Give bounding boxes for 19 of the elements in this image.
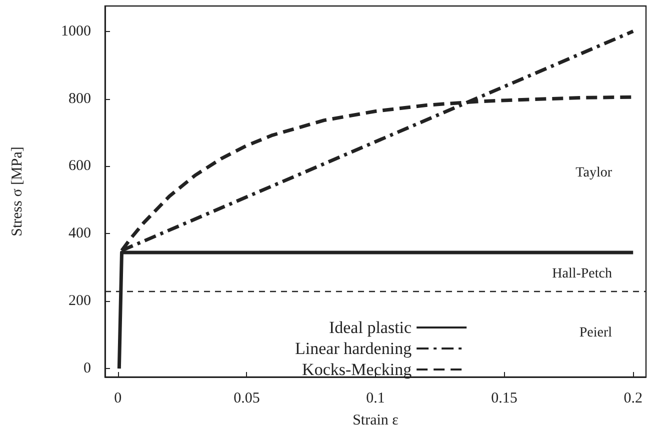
- y-tick-label: 400: [68, 226, 91, 242]
- x-tick-label: 0.1: [366, 390, 385, 406]
- x-tick-label: 0.15: [491, 390, 518, 406]
- x-tick-label: 0.05: [234, 390, 260, 406]
- annotation: Peierl: [579, 326, 612, 340]
- x-tick-label: 0: [114, 390, 122, 406]
- annotation: Hall-Petch: [552, 266, 612, 282]
- y-tick-label: 1000: [61, 23, 91, 40]
- legend-label: Linear hardening: [294, 339, 412, 358]
- y-tick-label: 600: [68, 158, 91, 174]
- y-tick-label: 800: [68, 90, 91, 107]
- x-axis-title: Strain ε: [352, 412, 398, 428]
- y-tick-label: 200: [68, 293, 91, 310]
- annotation: Taylor: [576, 166, 612, 180]
- y-tick-label: 0: [84, 360, 91, 377]
- x-tick-label: 0.2: [624, 390, 642, 406]
- legend-label: Kocks-Mecking: [302, 360, 412, 379]
- legend-label: Ideal plastic: [328, 318, 412, 337]
- y-axis-title: Stress σ [MPa]: [10, 146, 26, 236]
